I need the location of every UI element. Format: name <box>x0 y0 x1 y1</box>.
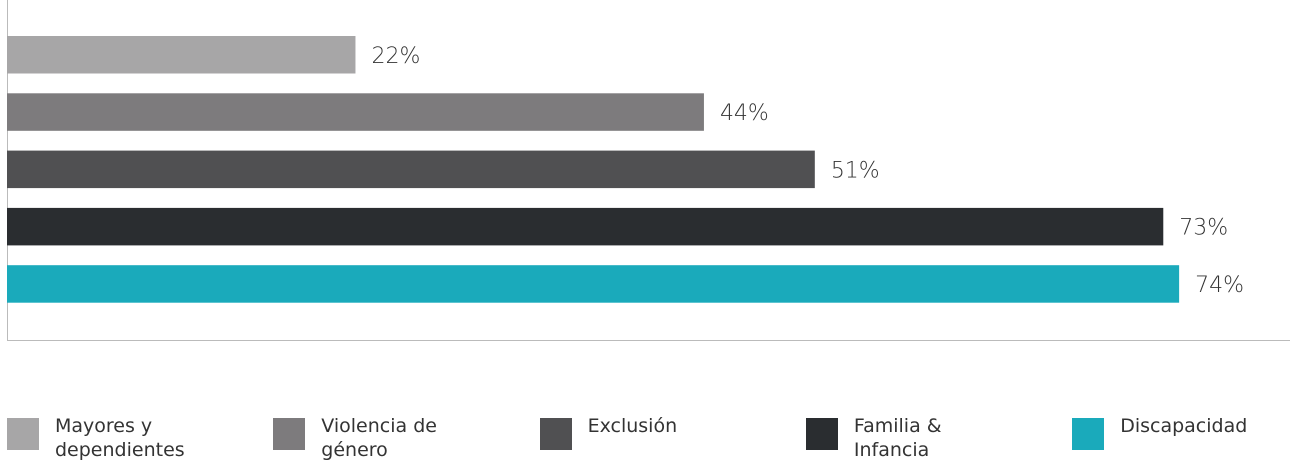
legend-label: Mayores y dependientes <box>55 415 185 461</box>
value-label: 74% <box>1195 273 1244 298</box>
bar <box>7 150 815 189</box>
legend-swatch <box>539 418 572 450</box>
legend: Mayores y dependientes Violencia de géner… <box>0 414 1290 464</box>
bar <box>7 207 1164 246</box>
bar <box>7 93 704 131</box>
legend-label: Familia & Infancia <box>853 415 942 461</box>
legend-label: Exclusión <box>587 415 678 437</box>
legend-label: Discapacidad <box>1120 415 1248 437</box>
legend-label: Violencia de género <box>321 415 437 461</box>
value-label: 51% <box>831 158 880 183</box>
value-label: 73% <box>1179 216 1228 241</box>
value-label: 44% <box>720 101 769 126</box>
bar <box>7 36 356 74</box>
legend-swatch <box>805 418 838 450</box>
bar <box>7 265 1180 303</box>
chart: 22% 44% 51% 73% 74% <box>7 0 1290 341</box>
legend-swatch <box>7 418 39 450</box>
legend-swatch <box>1072 418 1105 450</box>
value-label: 22% <box>371 44 420 69</box>
legend-swatch <box>273 418 306 450</box>
